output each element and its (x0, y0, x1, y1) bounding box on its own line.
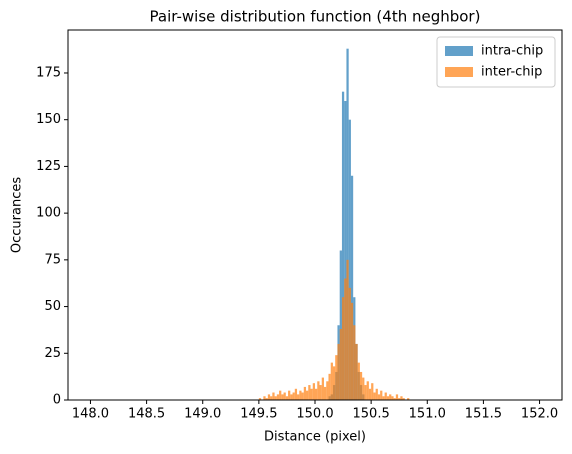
histogram-bar (303, 386, 307, 400)
histogram-bar (366, 381, 369, 400)
histogram-bar (312, 383, 315, 400)
x-tick-label: 149.0 (184, 407, 221, 422)
histogram-bar (297, 394, 300, 400)
histogram-bar (258, 398, 262, 400)
histogram-bar (328, 373, 331, 400)
x-tick-label: 148.0 (72, 407, 109, 422)
legend-label: inter-chip (481, 65, 542, 80)
histogram-bar (263, 396, 266, 400)
histogram-bar (279, 390, 282, 400)
histogram-bar (265, 398, 268, 400)
histogram-bar (346, 259, 349, 400)
legend-label: intra-chip (481, 44, 543, 59)
histogram-bar (341, 297, 345, 400)
x-tick-label: 149.5 (240, 407, 277, 422)
histogram-bar (348, 287, 351, 400)
x-tick-label: 150.5 (353, 407, 390, 422)
histogram-bar (375, 388, 378, 400)
y-tick-label: 50 (44, 299, 61, 314)
bars (258, 48, 410, 401)
histogram-bar (359, 371, 363, 400)
histogram-bar (281, 394, 284, 400)
histogram-bar (274, 396, 277, 400)
chart-title: Pair-wise distribution function (4th neg… (150, 8, 481, 26)
histogram-bar (346, 48, 349, 401)
histogram-bar (400, 396, 403, 400)
histogram-bar (357, 362, 360, 400)
histogram-bar (395, 394, 399, 400)
histogram-bar (288, 390, 291, 400)
histogram-bar (326, 381, 329, 400)
histogram-bar (371, 383, 374, 400)
histogram-bar (350, 175, 354, 400)
legend-swatch (445, 46, 473, 56)
histogram-bar (373, 392, 376, 400)
histogram-bar (317, 381, 320, 400)
x-tick-label: 148.5 (128, 407, 165, 422)
histogram-bar (299, 390, 302, 400)
histogram-bar (276, 394, 280, 400)
y-tick-label: 25 (44, 346, 61, 361)
histogram-bar (350, 302, 354, 400)
histogram-bar (270, 396, 273, 400)
x-axis-label: Distance (pixel) (264, 430, 366, 445)
histogram-bar (337, 343, 340, 400)
histogram-bar (344, 278, 347, 400)
histogram-bar (283, 392, 286, 400)
histogram-bar (380, 390, 383, 400)
histogram-bar (267, 394, 271, 400)
histogram-bar (393, 398, 396, 400)
histogram-bar (319, 385, 322, 400)
histogram-bar (339, 250, 342, 400)
histogram-bar (398, 398, 401, 400)
histogram-bar (323, 386, 327, 400)
histogram-bar (332, 366, 336, 400)
histogram-bar (290, 394, 293, 400)
y-tick-label: 125 (36, 159, 61, 174)
histogram-bar (384, 392, 387, 400)
histogram-bar (321, 377, 324, 400)
y-tick-label: 175 (36, 65, 61, 80)
histogram-bar (362, 377, 365, 400)
histogram-bar (335, 355, 338, 400)
histogram-bar (339, 328, 342, 400)
histogram-bar (364, 385, 367, 400)
x-tick-label: 152.0 (521, 407, 558, 422)
histogram-bar (348, 119, 351, 401)
histogram-bar (355, 343, 358, 400)
histogram-bar (407, 398, 410, 400)
histogram-bar (294, 388, 298, 400)
y-tick-label: 100 (36, 206, 61, 221)
histogram-bar (353, 325, 356, 400)
histogram-bar (389, 394, 392, 400)
histogram-bar (377, 394, 381, 400)
y-tick-label: 150 (36, 112, 61, 127)
histogram-bar (292, 392, 295, 400)
x-tick-label: 151.0 (409, 407, 446, 422)
histogram-bar (391, 396, 394, 400)
x-tick-label: 150.0 (296, 407, 333, 422)
histogram-bar (341, 91, 345, 401)
histogram-bar (301, 392, 304, 400)
histogram-bar (308, 385, 311, 400)
histogram-bar (368, 388, 372, 400)
y-tick-label: 75 (44, 252, 61, 267)
histogram-bar (382, 396, 385, 400)
histogram-bar (315, 388, 318, 400)
legend-swatch (445, 67, 473, 77)
histogram-bar (272, 392, 275, 400)
y-tick-label: 0 (53, 393, 61, 408)
histogram-bar (310, 388, 313, 400)
histogram-bar (344, 101, 347, 400)
histogram-bar (306, 390, 309, 400)
histogram-bar (402, 398, 405, 400)
histogram-bar (386, 396, 390, 400)
histogram-bar (330, 362, 333, 400)
x-tick-label: 151.5 (465, 407, 502, 422)
y-axis-label: Occurances (10, 177, 25, 253)
histogram-bar (285, 396, 289, 400)
